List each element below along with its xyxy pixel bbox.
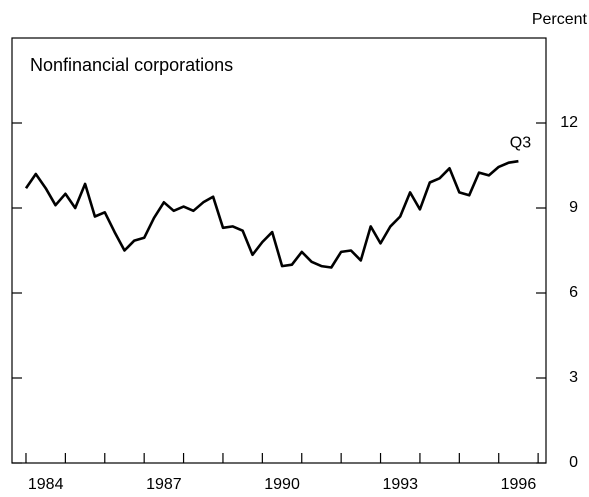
plot-frame	[11, 37, 547, 464]
x-tick-label: 1984	[28, 476, 64, 493]
y-tick-label: 0	[569, 454, 578, 471]
chart-title: Nonfinancial corporations	[30, 55, 233, 75]
x-tick-label: 1987	[146, 476, 182, 493]
y-tick-label: 9	[569, 199, 578, 216]
y-tick-label: 12	[560, 114, 578, 131]
y-tick-label: 6	[569, 284, 578, 301]
y-tick-label: 3	[569, 369, 578, 386]
x-tick-label: 1990	[264, 476, 300, 493]
x-tick-label: 1996	[501, 476, 537, 493]
y-axis-label: Percent	[532, 11, 588, 28]
annotation: Q3	[510, 134, 531, 151]
x-tick-label: 1993	[382, 476, 418, 493]
data-line	[24, 159, 519, 269]
